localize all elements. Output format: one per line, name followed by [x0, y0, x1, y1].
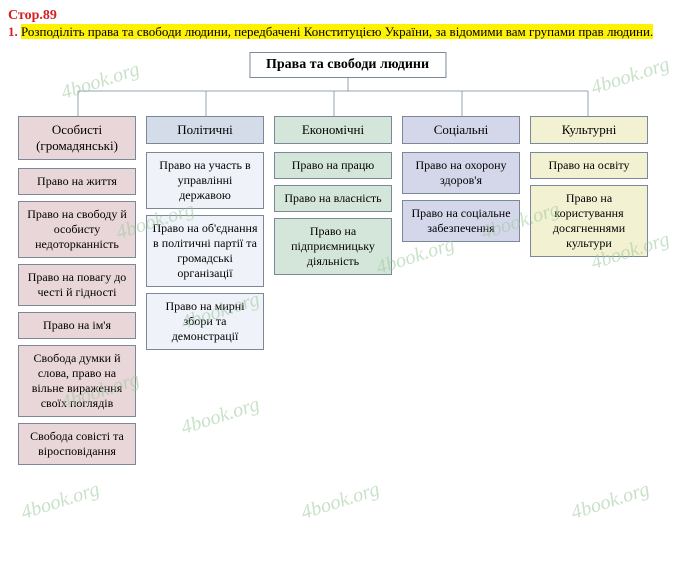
item-box: Право на працю — [274, 152, 392, 179]
column-social: Соціальні Право на охорону здоров'я Право … — [402, 116, 520, 248]
item-box: Свобода думки й слова, право на вільне в… — [18, 345, 136, 417]
column-political: Політичні Право на участь в управлінні де… — [146, 116, 264, 356]
category-box: Економічні — [274, 116, 392, 144]
item-box: Право на користування досягненнями культ… — [530, 185, 648, 257]
item-box: Право на ім'я — [18, 312, 136, 339]
column-cultural: Культурні Право на освіту Право на користу… — [530, 116, 648, 263]
item-box: Право на підприємницьку діяльність — [274, 218, 392, 275]
root-node: Права та свободи людини — [249, 52, 446, 78]
category-box: Особисті (громадянські) — [18, 116, 136, 160]
column-personal: Особисті (громадянські) Право на життя Пра… — [18, 116, 136, 471]
item-box: Право на повагу до честі й гідності — [18, 264, 136, 306]
item-box: Право на свободу й особисту недоторканні… — [18, 201, 136, 258]
item-box: Право на освіту — [530, 152, 648, 179]
item-box: Право на охорону здоров'я — [402, 152, 520, 194]
task-line: 1. Розподіліть права та свободи людини, … — [8, 24, 687, 40]
item-box: Право на участь в управлінні державою — [146, 152, 264, 209]
item-box: Право на соціальне забезпечення — [402, 200, 520, 242]
item-box: Право на мирні збори та демонстрації — [146, 293, 264, 350]
category-box: Соціальні — [402, 116, 520, 144]
document-header: Стор.89 1. Розподіліть права та свободи … — [8, 8, 687, 40]
task-text: Розподіліть права та свободи людини, пер… — [21, 24, 653, 39]
category-box: Культурні — [530, 116, 648, 144]
item-box: Право на життя — [18, 168, 136, 195]
item-box: Свобода совісті та віросповідання — [18, 423, 136, 465]
column-economic: Економічні Право на працю Право на власніс… — [274, 116, 392, 281]
tree-diagram: Права та свободи людини Особисті (громад… — [8, 46, 687, 546]
item-box: Право на власність — [274, 185, 392, 212]
page-reference: Стор.89 — [8, 8, 687, 24]
item-box: Право на об'єднання в політичні партії т… — [146, 215, 264, 287]
category-box: Політичні — [146, 116, 264, 144]
task-number: 1. — [8, 24, 18, 39]
